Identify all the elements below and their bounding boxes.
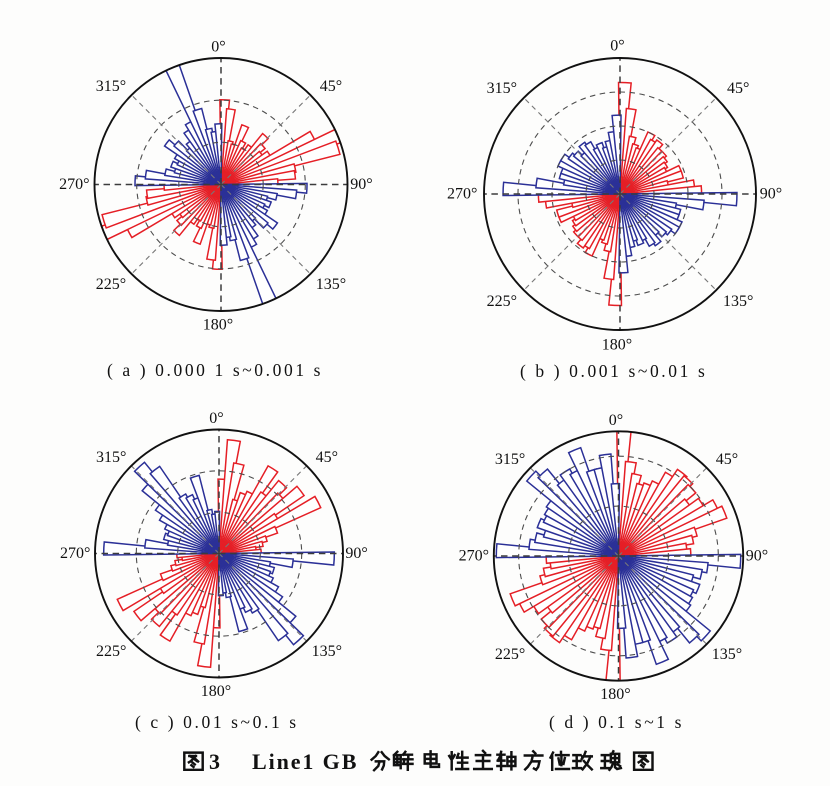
svg-text:225°: 225°	[96, 276, 126, 293]
svg-text:45°: 45°	[320, 78, 342, 95]
svg-text:315°: 315°	[96, 78, 126, 95]
svg-text:270°: 270°	[59, 176, 89, 193]
svg-text:0°: 0°	[209, 410, 223, 427]
svg-text:135°: 135°	[312, 643, 342, 660]
svg-text:90°: 90°	[760, 185, 782, 202]
svg-text:45°: 45°	[716, 451, 738, 468]
svg-text:( c ) 0.01 s~0.1 s: ( c ) 0.01 s~0.1 s	[135, 712, 299, 732]
svg-text:270°: 270°	[447, 185, 477, 202]
svg-text:180°: 180°	[201, 683, 231, 700]
svg-text:225°: 225°	[96, 643, 126, 660]
svg-text:0°: 0°	[211, 38, 225, 55]
svg-text:180°: 180°	[203, 317, 233, 334]
svg-text:135°: 135°	[723, 293, 753, 310]
svg-text:315°: 315°	[495, 451, 525, 468]
svg-text:( a ) 0.000 1 s~0.001 s: ( a ) 0.000 1 s~0.001 s	[107, 360, 323, 380]
svg-text:0°: 0°	[609, 412, 623, 429]
svg-text:270°: 270°	[459, 547, 489, 564]
svg-text:90°: 90°	[350, 176, 372, 193]
svg-text:Line1 GB: Line1 GB	[252, 749, 358, 774]
svg-text:225°: 225°	[495, 646, 525, 663]
svg-text:3: 3	[209, 749, 222, 774]
svg-text:45°: 45°	[727, 80, 749, 97]
svg-text:( b ) 0.001 s~0.01 s: ( b ) 0.001 s~0.01 s	[520, 361, 707, 381]
svg-text:( d ) 0.1 s~1 s: ( d ) 0.1 s~1 s	[549, 712, 684, 732]
svg-text:270°: 270°	[60, 545, 90, 562]
svg-text:315°: 315°	[96, 449, 126, 466]
svg-text:315°: 315°	[487, 80, 517, 97]
svg-text:45°: 45°	[316, 449, 338, 466]
svg-text:135°: 135°	[316, 276, 346, 293]
svg-text:90°: 90°	[746, 547, 768, 564]
svg-text:90°: 90°	[345, 545, 367, 562]
svg-text:135°: 135°	[712, 646, 742, 663]
svg-text:225°: 225°	[487, 293, 517, 310]
svg-text:180°: 180°	[600, 686, 630, 703]
svg-text:180°: 180°	[602, 337, 632, 354]
svg-text:0°: 0°	[610, 38, 624, 55]
